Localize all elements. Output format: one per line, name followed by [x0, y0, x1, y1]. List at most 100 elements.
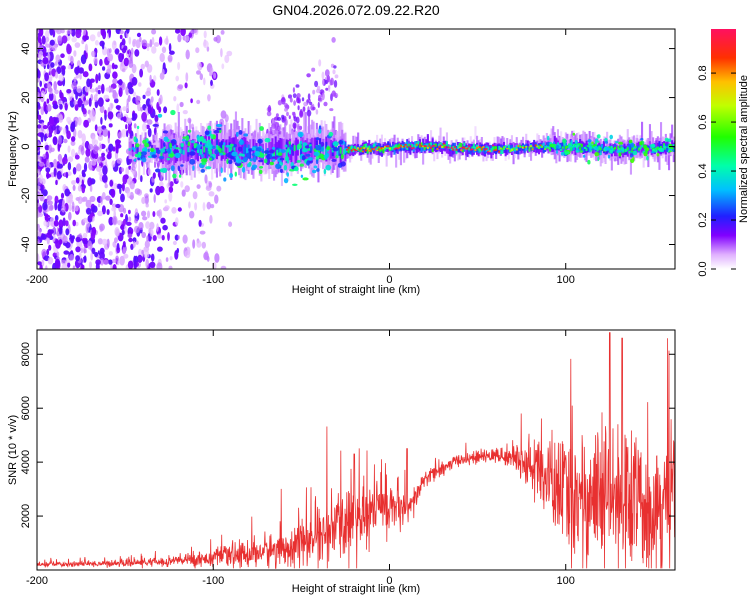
spectrogram-noise-blob	[129, 180, 135, 190]
spectrogram-noise-blob	[127, 260, 134, 269]
spectrogram-noise-blob	[190, 29, 197, 34]
spectrogram-noise-blob	[71, 89, 74, 99]
spectrogram-signal-blob	[332, 141, 339, 147]
spectrogram-streak-blob	[284, 102, 288, 109]
spectrogram-heatmap	[37, 29, 675, 269]
spectrogram-signal-blob	[272, 146, 276, 150]
spectrogram-signal-cell	[445, 143, 448, 154]
spectrogram-signal-blob	[665, 143, 669, 147]
spectrogram-noise-blob	[47, 87, 53, 93]
spectrogram-noise-blob	[122, 174, 128, 185]
spectrogram-signal-cell	[130, 141, 133, 156]
spectrogram-noise-blob	[123, 253, 129, 259]
spectrogram-noise-blob	[85, 223, 89, 234]
spectrogram-signal-cell	[201, 136, 204, 161]
spectrogram-signal-cell	[549, 148, 552, 152]
spectrogram-signal-cell	[160, 152, 163, 158]
spectrogram-noise-blob	[128, 36, 132, 45]
spectrogram-signal-cell	[628, 151, 631, 154]
spectrogram-streak-blob	[286, 111, 289, 117]
spectrogram-signal-cell	[488, 144, 491, 155]
spectrogram-signal-blob	[180, 143, 184, 147]
spectrogram-signal-cell	[598, 146, 601, 150]
spectrogram-noise-blob	[179, 101, 184, 108]
spectrogram-signal-cell	[374, 146, 377, 149]
spectrogram-noise-blob	[72, 184, 76, 191]
spectrogram-noise-blob	[91, 205, 98, 213]
snr-xtick-label: -200	[26, 575, 48, 587]
spectrogram-noise-blob	[50, 62, 55, 68]
spectrogram-noise-blob	[46, 171, 50, 179]
spectrogram-signal-blob	[286, 172, 290, 177]
spectrogram-signal-blob	[323, 168, 327, 175]
spectrogram-noise-blob	[91, 247, 96, 255]
spectrogram-signal-blob	[169, 153, 174, 158]
spectrogram-signal-cell	[420, 142, 423, 147]
spectrogram-streak-blob	[295, 84, 300, 88]
spectrogram-noise-blob	[131, 63, 137, 74]
spectrogram-noise-blob	[126, 158, 130, 166]
spectrogram-noise-blob	[55, 179, 58, 186]
spectrogram-signal-cell	[556, 142, 559, 145]
spectrogram-streak-blob	[293, 100, 296, 106]
spectrogram-noise-blob	[89, 88, 96, 93]
spectrogram-noise-blob	[156, 262, 163, 269]
spectrogram-signal-cell	[385, 145, 388, 148]
spectrogram-noise-blob	[87, 240, 93, 250]
spectrogram-streak-blob	[293, 116, 297, 122]
spectrogram-noise-blob	[169, 50, 175, 55]
spectrogram-noise-blob	[177, 84, 184, 90]
spectrogram-signal-cell	[399, 145, 402, 150]
spectrogram-noise-blob	[152, 235, 157, 242]
spectrogram-noise-blob	[127, 124, 132, 134]
spectrogram-signal-cell	[482, 146, 485, 149]
spectrogram-signal-cell	[503, 146, 506, 148]
spectrogram-noise-blob	[72, 167, 77, 175]
spectrogram-signal-cell	[425, 145, 428, 147]
spectrogram-noise-blob	[204, 174, 208, 184]
spectrogram-noise-blob	[58, 239, 63, 245]
spectrogram-signal-cell	[365, 149, 368, 152]
spectrogram-noise-blob	[128, 216, 132, 222]
spectrogram-signal-cell	[520, 146, 523, 148]
spectrogram-signal-cell	[422, 145, 425, 148]
spectrogram-signal-cell	[388, 143, 391, 150]
spectrogram-signal-cell	[579, 147, 582, 150]
spectrogram-noise-blob	[58, 114, 64, 123]
spectrogram-noise-blob	[138, 222, 144, 230]
spectrogram-noise-blob	[66, 262, 71, 268]
spectrogram-signal-cell	[560, 143, 563, 150]
spectrogram-noise-blob	[105, 195, 111, 201]
spectrogram-noise-blob	[46, 127, 49, 138]
spectrogram-noise-blob	[75, 236, 81, 243]
spectrogram-signal-cell	[406, 146, 409, 148]
spectrogram-noise-blob	[95, 73, 99, 84]
spectrogram-noise-blob	[94, 251, 99, 258]
spectrogram-signal-cell	[544, 145, 547, 150]
spectrogram-signal-cell	[206, 145, 209, 159]
spectrogram-signal-cell	[490, 148, 493, 159]
spectrogram-signal-blob	[326, 146, 331, 151]
spectrogram-noise-blob	[153, 194, 156, 203]
spectrogram-signal-cell	[526, 144, 529, 150]
spectrogram-noise-blob	[210, 79, 213, 86]
spectrogram-signal-blob	[607, 154, 611, 159]
spectrogram-noise-blob	[140, 106, 143, 112]
spectrogram-signal-cell	[433, 144, 436, 147]
spectrogram-noise-blob	[132, 240, 136, 248]
spectrogram-signal-cell	[576, 141, 579, 147]
spectrogram-signal-cell	[439, 142, 442, 152]
spectrogram-noise-blob	[141, 210, 147, 217]
spectrogram-noise-blob	[149, 188, 153, 193]
spectrogram-noise-blob	[73, 50, 77, 57]
spectrogram-signal-cell	[236, 139, 239, 157]
spectrogram-noise-blob	[140, 175, 143, 183]
spectrogram-signal-cell	[398, 146, 401, 149]
spectrogram-noise-blob	[51, 233, 56, 243]
spectrogram-signal-blob	[167, 148, 171, 154]
spectrogram-signal-blob	[297, 131, 304, 138]
spectrogram-signal-cell	[517, 145, 520, 147]
spectrogram-noise-blob	[43, 101, 47, 110]
spectrogram-signal-blob	[223, 177, 227, 182]
